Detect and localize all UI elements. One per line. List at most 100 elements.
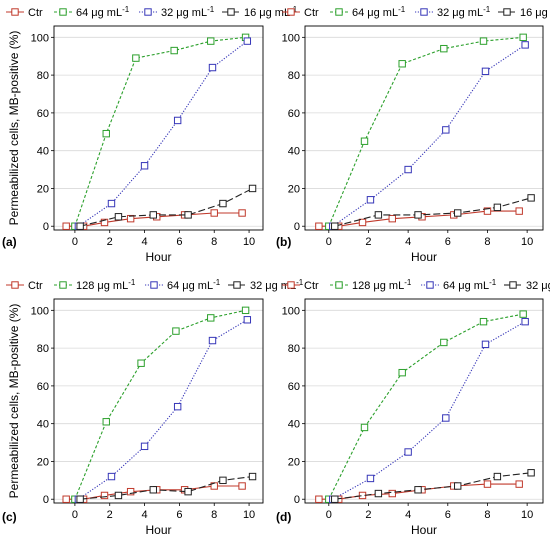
series-2 [325,310,527,503]
legend: Ctr 64 μg mL-1 32 μg mL-1 16 μg mL-1 [282,5,550,19]
data-point [243,37,252,45]
data-point [248,472,257,481]
y-tick-label: 60 [288,381,300,393]
data-point [527,469,535,477]
legend-item: Ctr [282,280,319,292]
series-line [74,36,246,227]
data-point [100,491,109,500]
plot-frame [53,25,264,231]
legend-marker [233,281,241,289]
legend-item: 32 μg mL-1 [504,278,550,292]
data-point [207,37,215,45]
y-tick-label: 100 [282,32,300,44]
data-point [414,211,422,219]
legend-marker [59,281,67,289]
x-tick-label: 0 [72,509,78,521]
x-tick-label: 0 [326,509,332,521]
legend-label: 16 μg mL-1 [520,5,550,19]
legend-label: 32 μg mL-1 [161,5,215,19]
data-point [140,442,149,451]
x-tick-label: 10 [521,236,533,248]
data-point [208,336,217,345]
series-line [328,313,524,500]
y-tick-label: 80 [288,70,300,82]
data-point [374,211,383,219]
data-point [170,46,178,55]
panel-label: (b) [276,235,291,249]
data-point [315,495,323,503]
data-point [207,314,215,322]
legend-item: 64 μg mL-1 [330,5,406,19]
series-line [78,319,248,500]
data-point [374,489,383,498]
data-point [360,137,369,145]
legend-superscript: -1 [213,278,221,287]
x-tick-label: 4 [142,236,148,248]
data-point [440,44,448,53]
data-point [414,486,422,494]
data-point [331,495,339,503]
data-point [388,489,396,498]
y-tick-label: 100 [31,32,49,44]
data-point [114,491,123,500]
data-point [404,448,412,456]
data-point [519,310,527,318]
data-point [454,482,462,490]
legend-item: Ctr [6,280,43,292]
legend-label: 128 μg mL-1 [352,278,412,292]
series-line [74,309,246,500]
y-tick-label: 0 [43,494,49,506]
x-tick-label: 10 [243,236,255,248]
series-4 [331,469,535,503]
series-line [332,44,526,227]
y-tick-label: 80 [37,343,49,355]
series-line [334,197,532,227]
legend-marker [287,8,295,16]
x-tick-label: 6 [176,236,182,248]
x-tick-label: 2 [107,236,113,248]
series-3 [329,41,529,230]
legend-superscript: -1 [489,278,497,287]
legend-label: Ctr [28,7,43,19]
y-tick-label: 0 [294,221,300,233]
legend-marker [509,281,517,289]
data-point [184,211,192,219]
data-point [173,116,182,125]
panel-label: (c) [2,510,17,524]
x-tick-label: 0 [326,236,332,248]
x-tick-label: 8 [211,509,217,521]
data-point [107,199,116,208]
y-tick-label: 20 [37,183,49,195]
legend-superscript: -1 [398,5,406,14]
data-point [137,359,145,367]
data-point [172,327,180,335]
legend-marker [426,281,434,289]
x-axis-label: Hour [145,523,171,537]
data-point [219,199,227,208]
data-point [483,480,492,488]
data-point [149,211,157,219]
chart-panel-a: 0 20 40 60 80 100 0 2 4 6 8 10 Hour Permeabilized cel… [2,5,298,264]
data-point [331,222,339,230]
legend-label: 64 μg mL-1 [167,278,221,292]
y-tick-label: 60 [37,108,49,120]
data-point [184,487,192,496]
data-point [442,126,450,134]
x-tick-label: 4 [142,509,148,521]
data-point [173,402,182,411]
data-point [404,165,412,174]
data-point [102,129,110,138]
data-point [398,368,406,377]
legend-superscript: -1 [404,278,412,287]
data-point [76,222,84,230]
legend-item: 32 μg mL-1 [415,5,491,19]
legend-item: Ctr [282,7,319,19]
legend-item: 64 μg mL-1 [145,278,221,292]
data-point [100,218,109,227]
data-point [440,338,448,347]
